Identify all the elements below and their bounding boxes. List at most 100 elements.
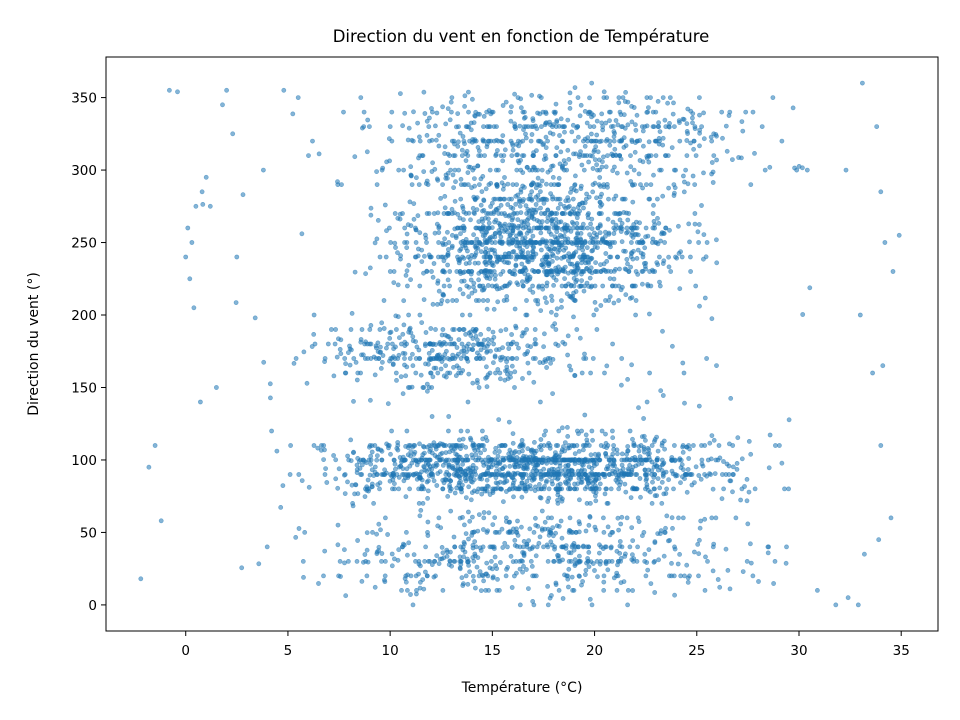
scatter-point <box>537 241 543 247</box>
scatter-point <box>434 483 440 488</box>
scatter-point <box>499 285 505 291</box>
scatter-point <box>573 173 578 179</box>
scatter-point <box>701 170 706 176</box>
scatter-point <box>513 126 518 132</box>
scatter-point <box>565 424 570 430</box>
scatter-point <box>615 122 621 128</box>
scatter-point <box>703 554 708 560</box>
scatter-point <box>553 327 559 332</box>
scatter-point <box>520 236 526 242</box>
scatter-point <box>492 353 498 359</box>
scatter-point <box>666 185 671 191</box>
scatter-point <box>519 480 525 486</box>
scatter-point <box>443 363 448 368</box>
scatter-point <box>452 198 458 204</box>
scatter-point <box>436 561 442 567</box>
scatter-point <box>491 269 497 274</box>
scatter-point <box>543 109 549 115</box>
scatter-point <box>461 348 467 354</box>
x-tick-label: 15 <box>484 643 501 659</box>
scatter-point <box>632 454 638 460</box>
scatter-point <box>697 95 702 100</box>
scatter-point <box>483 364 489 370</box>
scatter-point <box>431 440 437 446</box>
scatter-point <box>388 240 393 245</box>
scatter-point <box>448 508 454 514</box>
scatter-point <box>435 210 441 216</box>
scatter-point <box>355 538 360 543</box>
scatter-point <box>773 443 778 448</box>
scatter-point <box>484 306 490 312</box>
scatter-point <box>473 457 479 463</box>
scatter-point <box>440 462 446 468</box>
scatter-point <box>657 129 663 134</box>
scatter-point <box>531 245 536 251</box>
scatter-point <box>684 153 690 158</box>
scatter-point <box>796 163 802 169</box>
scatter-point <box>696 573 701 579</box>
scatter-point <box>643 477 649 483</box>
scatter-point <box>553 457 558 463</box>
scatter-point <box>572 561 578 567</box>
scatter-point <box>505 202 511 207</box>
scatter-point <box>640 185 645 191</box>
scatter-point <box>645 567 651 573</box>
scatter-point <box>804 167 810 173</box>
scatter-point <box>382 559 388 564</box>
scatter-point <box>655 196 660 202</box>
scatter-point <box>432 123 438 129</box>
scatter-point <box>527 167 533 173</box>
scatter-point <box>442 144 448 150</box>
scatter-point <box>449 245 455 250</box>
scatter-point <box>503 573 509 579</box>
scatter-point <box>424 269 430 274</box>
scatter-point <box>762 167 768 173</box>
scatter-point <box>458 562 464 567</box>
scatter-point <box>571 314 576 320</box>
scatter-point <box>583 196 589 202</box>
scatter-point <box>233 300 239 305</box>
scatter-point <box>394 377 399 383</box>
scatter-point <box>341 547 347 553</box>
scatter-point <box>486 220 492 226</box>
scatter-point <box>554 225 560 231</box>
scatter-point <box>412 449 418 455</box>
scatter-point <box>431 261 437 266</box>
scatter-point <box>447 269 453 274</box>
scatter-point <box>445 251 451 256</box>
scatter-point <box>456 327 462 332</box>
scatter-point <box>646 467 652 473</box>
scatter-point <box>682 573 687 579</box>
scatter-point <box>199 189 205 195</box>
scatter-point <box>542 519 548 525</box>
scatter-point <box>510 356 516 361</box>
scatter-point <box>506 222 512 228</box>
scatter-point <box>359 327 365 332</box>
scatter-point <box>448 99 454 105</box>
scatter-point <box>633 312 638 318</box>
scatter-point <box>403 272 409 278</box>
scatter-point <box>531 181 536 186</box>
scatter-point <box>335 522 341 528</box>
scatter-point <box>556 588 562 593</box>
scatter-point <box>587 596 593 602</box>
scatter-point <box>481 254 487 260</box>
scatter-point <box>704 240 710 245</box>
scatter-point <box>451 341 457 347</box>
scatter-point <box>417 513 423 519</box>
scatter-point <box>234 254 240 260</box>
scatter-point <box>591 460 597 466</box>
scatter-point <box>625 261 630 267</box>
scatter-point <box>415 253 421 259</box>
scatter-point <box>631 441 637 446</box>
scatter-point <box>388 451 393 457</box>
scatter-point <box>530 233 536 239</box>
scatter-point <box>440 240 446 246</box>
scatter-point <box>424 468 429 474</box>
scatter-point <box>470 542 476 548</box>
scatter-point <box>545 559 551 564</box>
scatter-point <box>685 467 691 472</box>
scatter-point <box>539 197 544 202</box>
scatter-point <box>493 445 499 451</box>
scatter-point <box>342 560 347 566</box>
